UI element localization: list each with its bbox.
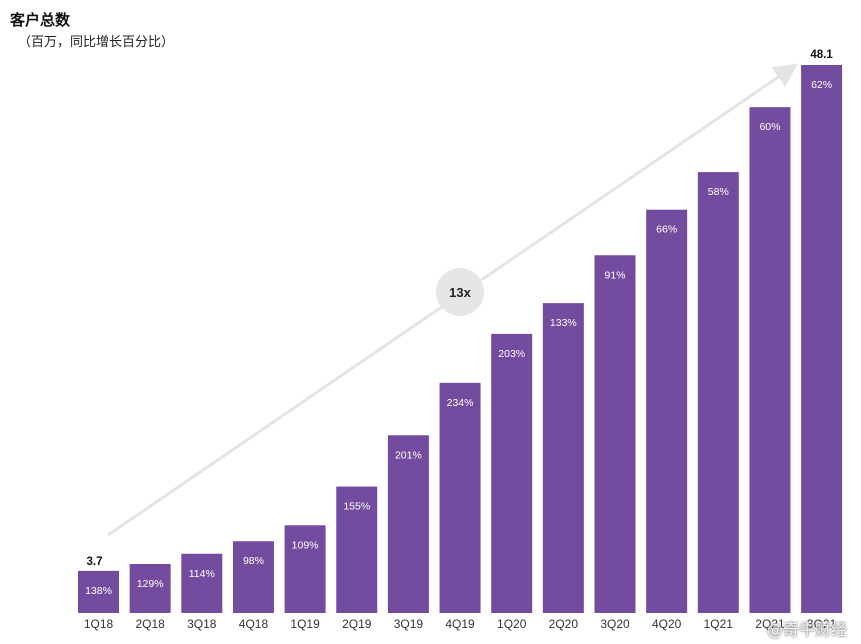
bar (78, 570, 119, 613)
x-tick-label: 4Q18 (239, 617, 269, 631)
growth-label: 114% (189, 568, 215, 580)
value-label-first: 3.7 (87, 556, 103, 568)
growth-label: 129% (137, 578, 164, 590)
x-tick-label: 2Q19 (342, 617, 372, 631)
growth-label: 98% (243, 555, 264, 567)
value-label-last: 48.1 (810, 49, 833, 61)
x-tick-label: 3Q20 (600, 617, 630, 631)
growth-label: 62% (811, 79, 832, 91)
x-tick-label: 2Q18 (135, 617, 165, 631)
growth-label: 138% (85, 585, 112, 597)
x-tick-label: 4Q19 (445, 617, 475, 631)
x-tick-label: 1Q20 (497, 617, 527, 631)
bar (594, 255, 636, 613)
growth-badge-label: 13x (449, 285, 471, 300)
bar (129, 564, 171, 613)
bar (181, 553, 223, 613)
growth-label: 234% (447, 397, 474, 409)
bar (232, 541, 274, 613)
growth-label: 109% (292, 539, 319, 551)
bar (697, 172, 739, 613)
bar (749, 107, 791, 614)
growth-label: 60% (759, 121, 780, 133)
growth-label: 133% (550, 317, 577, 329)
bar (646, 209, 688, 613)
x-tick-label: 3Q21 (807, 617, 837, 631)
chart-title: 客户总数 (10, 12, 71, 29)
x-tick-label: 2Q21 (755, 617, 785, 631)
bar (439, 382, 481, 613)
x-tick-label: 1Q21 (704, 617, 734, 631)
bar (801, 65, 843, 613)
chart-subtitle: （百万，同比增长百分比） (18, 34, 175, 49)
watermark: @奇牛财经 (766, 620, 847, 639)
x-tick-label: 3Q18 (187, 617, 217, 631)
growth-label: 58% (708, 186, 729, 198)
growth-label: 201% (395, 449, 422, 461)
x-tick-label: 4Q20 (652, 617, 682, 631)
bar (491, 333, 533, 613)
x-tick-label: 2Q20 (549, 617, 579, 631)
x-tick-label: 3Q19 (394, 617, 424, 631)
x-tick-label: 1Q19 (290, 617, 320, 631)
bar (542, 303, 584, 613)
growth-label: 91% (604, 269, 625, 281)
growth-label: 203% (498, 348, 525, 360)
growth-badge (436, 268, 484, 316)
bar (387, 435, 429, 613)
bar (284, 525, 326, 613)
bar (336, 486, 378, 613)
growth-label: 155% (343, 501, 370, 513)
growth-label: 66% (656, 224, 677, 236)
x-tick-label: 1Q18 (84, 617, 114, 631)
